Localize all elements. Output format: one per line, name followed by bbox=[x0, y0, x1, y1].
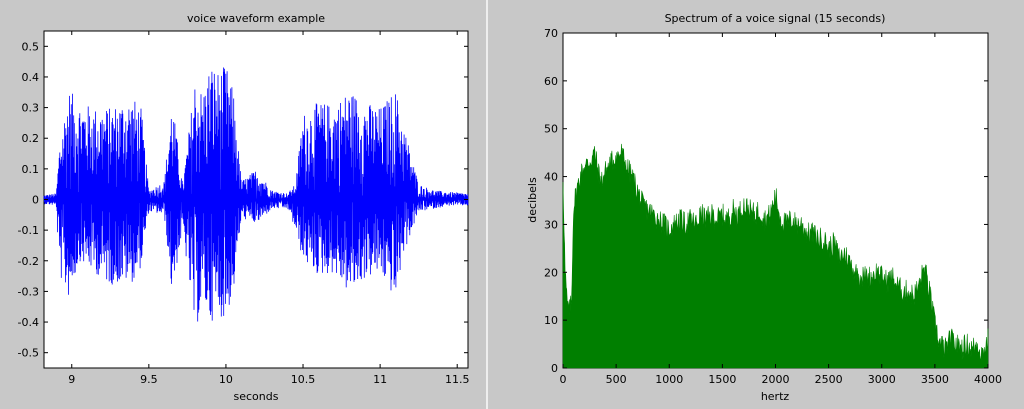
spectrum-area bbox=[562, 143, 989, 369]
spectrum-xtick-label: 2000 bbox=[762, 373, 790, 386]
waveform-ytick-label: 0.5 bbox=[22, 40, 40, 53]
waveform-xlabel: seconds bbox=[234, 390, 279, 403]
panel-divider bbox=[486, 0, 488, 409]
spectrum-chart: Spectrum of a voice signal (15 seconds) … bbox=[526, 12, 1002, 403]
spectrum-ytick-label: 20 bbox=[544, 266, 558, 279]
spectrum-xlabel: hertz bbox=[761, 390, 790, 403]
spectrum-xtick-label: 2500 bbox=[815, 373, 843, 386]
spectrum-ytick-label: 30 bbox=[544, 218, 558, 231]
spectrum-xtick-label: 4000 bbox=[974, 373, 1002, 386]
waveform-ytick-label: 0 bbox=[32, 194, 39, 207]
waveform-xtick-label: 11.5 bbox=[445, 373, 470, 386]
spectrum-ytick-label: 50 bbox=[544, 123, 558, 136]
spectrum-ytick-label: 70 bbox=[544, 27, 558, 40]
spectrum-xtick-label: 3500 bbox=[921, 373, 949, 386]
waveform-series bbox=[43, 67, 469, 322]
waveform-ytick-label: 0.2 bbox=[22, 132, 40, 145]
spectrum-ytick-label: 40 bbox=[544, 171, 558, 184]
waveform-title: voice waveform example bbox=[187, 12, 325, 25]
spectrum-series bbox=[562, 143, 989, 369]
spectrum-ytick-label: 60 bbox=[544, 75, 558, 88]
waveform-xtick-label: 10.5 bbox=[291, 373, 316, 386]
waveform-line bbox=[43, 67, 469, 322]
spectrum-axes: 0 500 1000 1500 2000 2500 3000 3500 4000 0 10 20 30 4… bbox=[544, 27, 1002, 386]
waveform-ytick-label: -0.5 bbox=[18, 347, 39, 360]
spectrum-title: Spectrum of a voice signal (15 seconds) bbox=[665, 12, 886, 25]
waveform-xtick-label: 11 bbox=[373, 373, 387, 386]
spectrum-xtick-label: 1000 bbox=[655, 373, 683, 386]
waveform-axes: 9 9.5 10 10.5 11 11.5 -0.5 -0.4 -0.3 -0.2 -0.1 0 0.1… bbox=[18, 31, 470, 386]
waveform-ytick-label: -0.2 bbox=[18, 255, 39, 268]
waveform-xtick-label: 10 bbox=[219, 373, 233, 386]
spectrum-xtick-label: 1500 bbox=[708, 373, 736, 386]
waveform-ytick-label: 0.1 bbox=[22, 163, 40, 176]
spectrum-ylabel: decibels bbox=[526, 177, 539, 223]
waveform-chart: voice waveform example seconds 9 9.5 10 10.… bbox=[18, 12, 470, 403]
waveform-ytick-label: 0.4 bbox=[22, 71, 40, 84]
waveform-ytick-label: -0.3 bbox=[18, 285, 39, 298]
waveform-xtick-label: 9 bbox=[68, 373, 75, 386]
spectrum-ytick-label: 10 bbox=[544, 314, 558, 327]
waveform-ytick-label: -0.4 bbox=[18, 316, 39, 329]
spectrum-xtick-label: 3000 bbox=[868, 373, 896, 386]
waveform-ytick-label: -0.1 bbox=[18, 224, 39, 237]
spectrum-xtick-label: 0 bbox=[560, 373, 567, 386]
waveform-xtick-label: 9.5 bbox=[140, 373, 158, 386]
spectrum-ytick-label: 0 bbox=[551, 362, 558, 375]
waveform-ytick-label: 0.3 bbox=[22, 102, 40, 115]
spectrum-xtick-label: 500 bbox=[606, 373, 627, 386]
